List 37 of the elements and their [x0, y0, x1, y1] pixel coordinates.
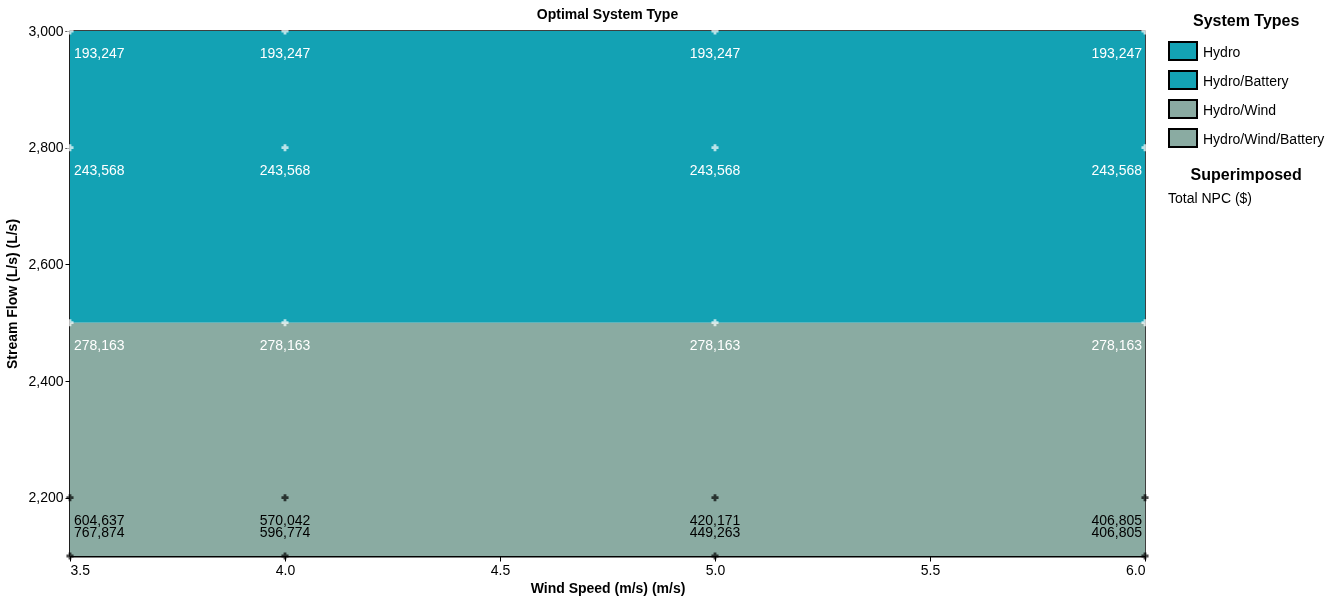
y-tick-label: 2,600	[28, 255, 64, 272]
annotation: 420,171	[689, 511, 741, 528]
annotation: 243,568	[1091, 161, 1143, 178]
x-tick-label: 5.5	[920, 561, 941, 578]
legend-label: Hydro/Wind	[1203, 101, 1277, 118]
chart-title: Optimal System Type	[536, 6, 679, 22]
legend-title: System Types	[1191, 12, 1301, 30]
text: Superimposed	[1189, 166, 1303, 184]
annotation: 243,568	[689, 161, 741, 178]
annotation: 243,568	[259, 161, 311, 178]
y-axis-title: Stream Flow (L/s) (L/s)	[4, 218, 21, 370]
x-tick-label: 4.0	[275, 561, 296, 578]
annotation: 604,637	[74, 511, 125, 528]
annotation: 243,568	[74, 161, 125, 178]
annotation: 193,247	[689, 45, 741, 61]
annotation: 570,042	[259, 511, 311, 528]
y-tick-label: 3,000	[28, 22, 64, 39]
x-tick-label: 4.5	[490, 561, 511, 578]
x-axis-title: Wind Speed (m/s) (m/s)	[530, 579, 686, 596]
y-tick-label: 2,400	[28, 372, 64, 389]
legend-label: Hydro/Wind/Battery	[1203, 130, 1325, 147]
annotation: 406,805	[1091, 511, 1143, 528]
annotation: 193,247	[1091, 45, 1143, 61]
legend-label: Hydro	[1203, 43, 1241, 60]
annotation: 193,247	[259, 45, 311, 61]
annotation: 193,247	[74, 45, 125, 61]
annotation: 278,163	[259, 336, 311, 353]
y-tick-label: 2,800	[28, 139, 64, 156]
y-tick-label: 2,200	[28, 489, 64, 506]
legend-label: Hydro/Battery	[1203, 72, 1289, 89]
annotation: 278,163	[1091, 336, 1143, 353]
x-tick-label: 5.0	[705, 561, 726, 578]
annotation: 278,163	[74, 336, 125, 353]
annotation: 278,163	[689, 336, 741, 353]
text: Total NPC ($)	[1168, 190, 1254, 206]
x-tick-label: 3.5	[70, 561, 91, 578]
x-tick-label: 6.0	[1126, 561, 1146, 578]
